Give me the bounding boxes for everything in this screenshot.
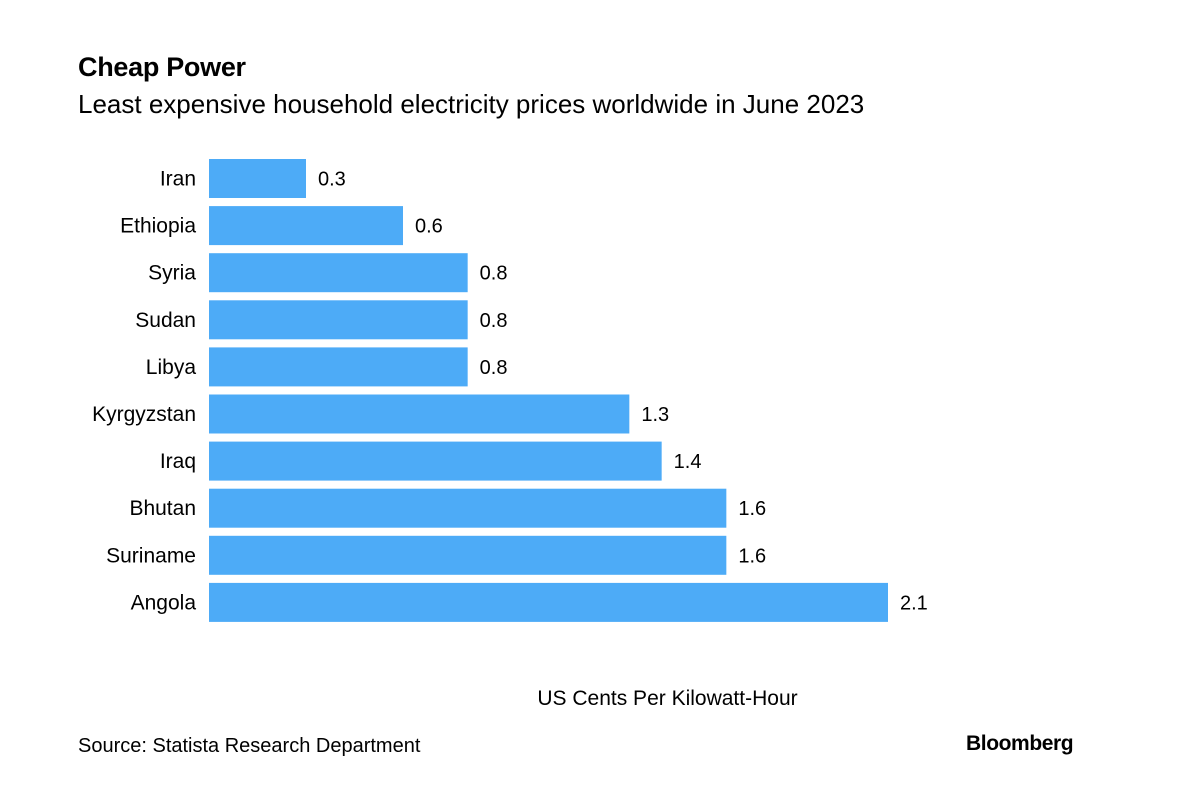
category-label: Suriname bbox=[106, 544, 196, 567]
bar-bhutan bbox=[209, 488, 727, 528]
bloomberg-logo: Bloomberg bbox=[966, 732, 1074, 755]
bar-sudan bbox=[209, 300, 468, 340]
category-label: Iraq bbox=[160, 450, 196, 473]
bar-syria bbox=[209, 253, 468, 293]
value-label: 1.4 bbox=[674, 451, 702, 473]
value-label: 1.6 bbox=[738, 545, 766, 567]
category-label: Angola bbox=[131, 591, 197, 614]
bar-iran bbox=[209, 159, 306, 198]
bar-chart: Iran 0.3 Ethiopia 0.6 Syria 0.8 Sudan 0.8 Libya 0… bbox=[92, 159, 928, 622]
category-label: Kyrgyzstan bbox=[92, 403, 196, 426]
bar-iraq bbox=[209, 441, 662, 481]
value-label: 1.6 bbox=[738, 498, 766, 520]
x-axis-label: US Cents Per Kilowatt-Hour bbox=[537, 687, 798, 710]
value-label: 0.8 bbox=[480, 310, 508, 332]
source-note: Source: Statista Research Department bbox=[78, 735, 421, 757]
chart-title: Cheap Power bbox=[78, 52, 246, 82]
category-label: Ethiopia bbox=[120, 215, 196, 238]
category-label: Syria bbox=[148, 262, 196, 285]
value-label: 0.3 bbox=[318, 169, 346, 191]
category-label: Sudan bbox=[135, 309, 196, 332]
value-label: 0.8 bbox=[480, 357, 508, 379]
category-label: Libya bbox=[146, 356, 197, 379]
bar-libya bbox=[209, 347, 468, 387]
bar-ethiopia bbox=[209, 206, 403, 246]
value-label: 1.3 bbox=[641, 404, 669, 426]
value-label: 0.8 bbox=[480, 263, 508, 285]
bar-kyrgyzstan bbox=[209, 394, 630, 434]
bar-angola bbox=[209, 582, 888, 622]
category-label: Iran bbox=[160, 168, 196, 191]
value-label: 0.6 bbox=[415, 216, 443, 238]
bar-suriname bbox=[209, 535, 727, 575]
chart-subtitle: Least expensive household electricity pr… bbox=[78, 89, 865, 119]
value-label: 2.1 bbox=[900, 592, 928, 614]
category-label: Bhutan bbox=[129, 497, 196, 520]
